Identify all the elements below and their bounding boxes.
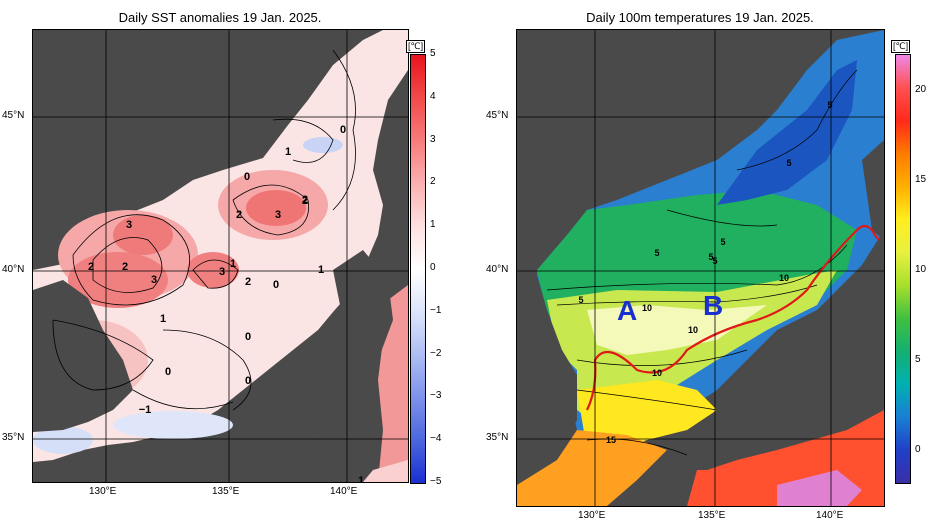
lat-tick-45n: 45°N [2,110,25,121]
contour-label: 0 [273,279,279,291]
contour-label: 0 [245,331,251,343]
colorbar-tick-label: 3 [430,133,436,145]
contour-label: 10 [642,303,652,313]
contour-label: 5 [708,252,713,262]
contour-label: 3 [275,209,281,221]
contour-label: 0 [244,171,250,183]
lat-tick-40n: 40°N [2,264,25,275]
region-label-a: A [617,295,637,326]
grid-lines [517,30,884,506]
colorbar-tick-label: 4 [430,90,436,102]
contour-label: 5 [786,158,791,168]
lon-tick-140e: 140°E [816,510,844,521]
isotherm-band-15 [517,430,667,506]
sst-anomaly-map: 0 1 2 3 3 2 2 3 3 2 1 2 0 1 0 0 0 0 −1 1… [32,29,409,483]
lon-tick-135e: 135°E [698,510,726,521]
lat-tick-45n: 45°N [486,110,509,121]
colorbar-tick-label: 10 [915,264,927,275]
contour-label: 2 [302,195,308,207]
contour-label: 15 [606,435,616,445]
warm-anomaly-patch [363,460,408,482]
colorbar-tick-label: 5 [915,354,921,365]
contour-label: 2 [245,276,251,288]
contour-label: 10 [652,368,662,378]
isotherm-band-20 [777,470,862,506]
contour-label: 5 [654,248,659,258]
contour-label: 2 [122,261,128,273]
contour-label: 1 [230,258,236,270]
contour-label-group: 0 1 2 3 3 2 2 3 3 2 1 2 0 1 0 0 0 0 −1 1… [88,124,364,482]
grid-lines [33,30,408,482]
contour-label: 5 [712,256,717,266]
isotherm-band-warm [587,305,767,355]
colorbar-tick-label: 1 [430,219,436,231]
colorbar-tick-label: −3 [430,390,442,402]
contour-label: 2 [236,209,242,221]
contour-label: 0 [165,366,171,378]
contour-label: 0 [340,124,346,136]
lon-tick-135e: 135°E [212,486,240,497]
land-korea [517,275,577,475]
contour-label: 1 [358,475,364,482]
contour-label: 10 [688,325,698,335]
temperature-100m-map-canvas: 5 5 5 5 5 5 5 10 10 10 10 15 A B [517,30,884,506]
polar-front-line [586,224,880,411]
isotherm-band-cold [717,60,857,205]
contour-label: 0 [245,375,251,387]
isotherm-band-12-15 [577,380,717,450]
land-korea [33,280,133,432]
lon-tick-130e: 130°E [89,486,117,497]
contour-label: 1 [160,313,166,325]
warm-anomaly-core [113,215,173,255]
contour-label: 3 [126,219,132,231]
cool-anomaly-patch [33,426,93,454]
region-label-b: B [703,290,723,321]
lon-tick-130e: 130°E [578,510,606,521]
lat-tick-40n: 40°N [486,264,509,275]
left-colorbar-unit: [℃] [406,40,426,53]
contour-label: 5 [578,295,583,305]
land-continent [517,30,797,250]
sst-anomaly-map-canvas: 0 1 2 3 3 2 2 3 3 2 1 2 0 1 0 0 0 0 −1 1… [33,30,408,482]
contour-label: 1 [318,264,324,276]
contour-label-group: 5 5 5 5 5 5 5 10 10 10 10 15 [578,100,832,445]
colorbar-tick-label: 5 [430,48,436,59]
contour-label: 3 [151,274,157,286]
sst-anomaly-colorbar [410,54,426,484]
lat-tick-35n: 35°N [2,432,25,443]
land-continent [33,30,173,210]
land-japan [203,250,393,482]
warm-anomaly-core [246,190,306,226]
colorbar-tick-label: −1 [430,304,442,316]
colorbar-tick-label: −2 [430,347,442,359]
contour-label: 3 [219,266,225,278]
contour-label: 1 [285,146,291,158]
contour-label: −1 [139,404,152,416]
colorbar-tick-label: 20 [915,84,927,95]
temperature-colorbar [895,54,911,484]
region-label-group: A B [617,290,723,326]
cool-anomaly-patch [303,137,343,153]
lat-tick-35n: 35°N [486,432,509,443]
colorbar-tick-label: 0 [430,262,436,273]
contour-label: 5 [720,237,725,247]
land-hokkaido [383,130,408,230]
contour-label: 2 [88,261,94,273]
contour-label: 5 [827,100,832,110]
right-panel-title: Daily 100m temperatures 19 Jan. 2025. [586,10,814,25]
colorbar-tick-label: −5 [430,476,442,487]
colorbar-tick-label: −4 [430,433,442,445]
contour-label: 10 [779,273,789,283]
temperature-100m-map: 5 5 5 5 5 5 5 10 10 10 10 15 A B [516,29,885,507]
left-panel-title: Daily SST anomalies 19 Jan. 2025. [118,10,322,25]
right-colorbar-unit: [℃] [891,40,911,53]
land-hokkaido [862,140,884,240]
land-japan [677,270,884,470]
contour-label: 2 [302,194,308,206]
lon-tick-140e: 140°E [330,486,358,497]
colorbar-tick-label: 2 [430,176,436,188]
colorbar-tick-label: 0 [915,444,921,455]
cool-anomaly-patch [113,411,233,439]
colorbar-tick-label: 15 [915,174,927,185]
